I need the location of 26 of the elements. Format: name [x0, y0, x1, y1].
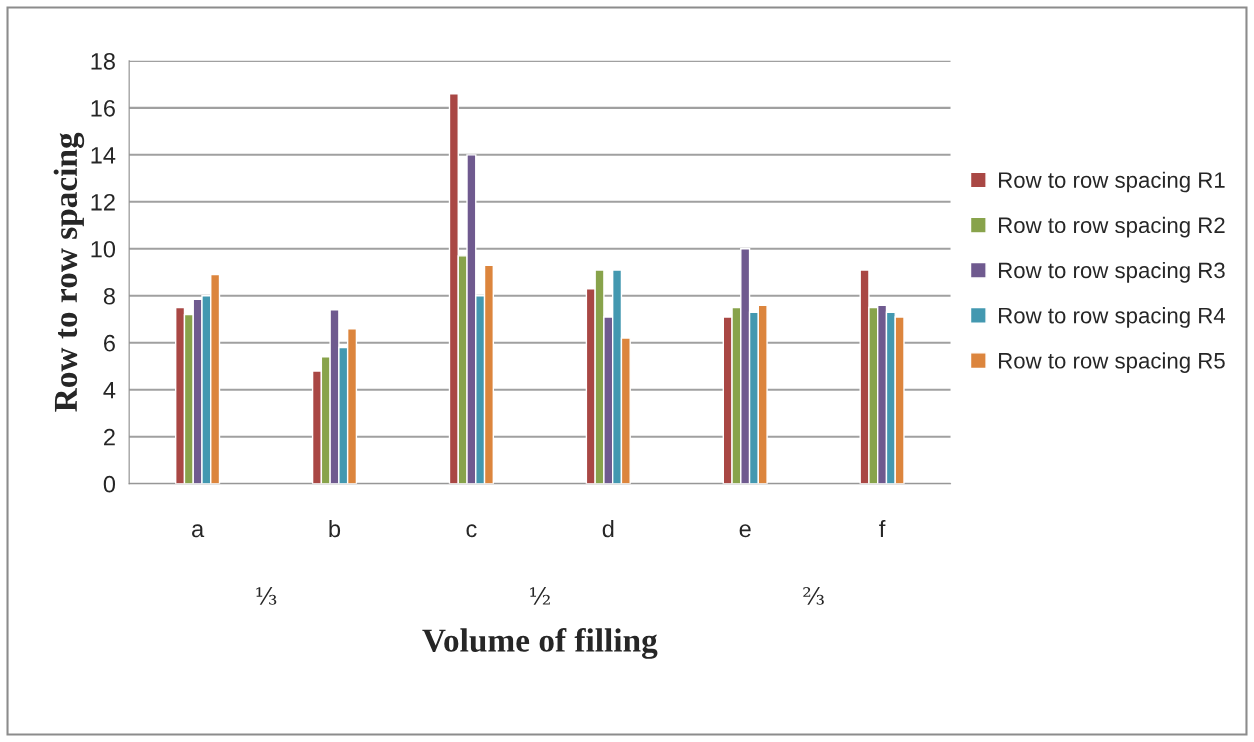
x-tick-label: f: [879, 519, 886, 538]
legend-label: Row to row spacing R5: [999, 352, 1225, 373]
legend-label: Row to row spacing R4: [999, 307, 1226, 328]
legend-label: Row to row spacing R3: [999, 261, 1225, 283]
x-tick-label: a: [192, 524, 205, 538]
y-axis-title: Row to row spacing: [53, 132, 85, 412]
x-tick-label: b: [329, 519, 341, 538]
y-tick-label: 10: [91, 240, 116, 258]
y-tick-label: 14: [91, 147, 116, 164]
y-tick-label: 6: [104, 334, 115, 352]
x-tick-label: c: [466, 524, 477, 538]
y-tick-label: 4: [103, 382, 116, 399]
text: ⅔: [803, 586, 824, 605]
x-tick-label: e: [739, 524, 751, 538]
y-tick-label: 0: [103, 475, 116, 493]
y-tick-label: 12: [91, 193, 115, 211]
text: ½: [530, 586, 550, 605]
x-tick-label: d: [602, 519, 614, 538]
text: ⅓: [256, 586, 277, 605]
x-axis-title: Volume of filling: [422, 628, 658, 659]
legend-label: Row to row spacing R1: [999, 171, 1225, 193]
legend-label: Row to row spacing R2: [999, 216, 1225, 238]
y-tick-label: 16: [91, 99, 115, 117]
y-tick-label: 2: [104, 428, 115, 446]
y-tick-label: 8: [103, 287, 115, 305]
y-tick-label: 18: [91, 52, 115, 70]
